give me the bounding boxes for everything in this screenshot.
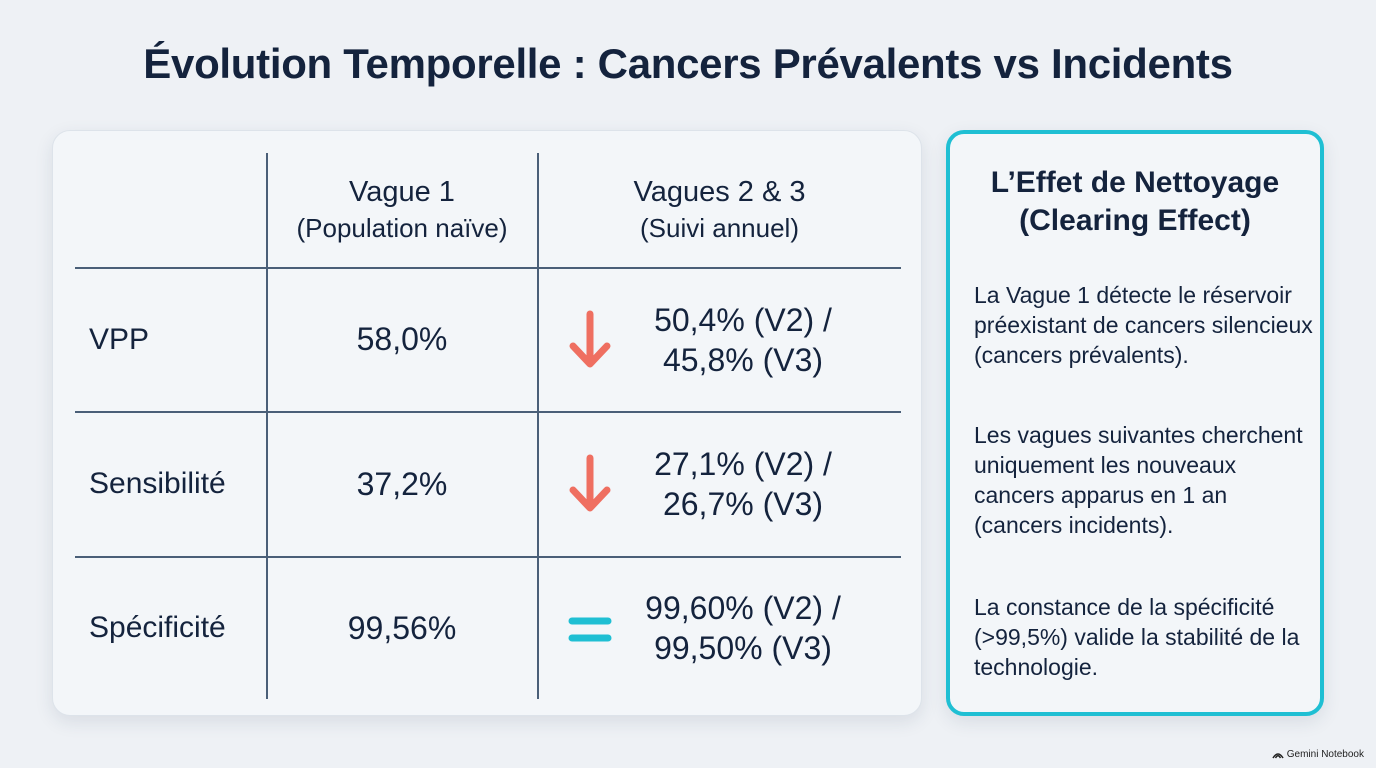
row-sensitivity-wave23-line2: 26,7% (V3): [662, 486, 824, 522]
table-divider: [75, 556, 901, 558]
table-divider: [75, 411, 901, 413]
page-title: Évolution Temporelle : Cancers Prévalent…: [143, 40, 1233, 87]
row-vpp-wave23-line2: 45,8% (V3): [662, 341, 824, 378]
row-specificity-wave1: 99,56%: [347, 609, 457, 646]
panel-title: L’Effet de Nettoyage (Clearing Effect): [950, 164, 1320, 240]
row-label-specificity: Spécificité: [89, 611, 226, 644]
row-label-sensitivity: Sensibilité: [89, 467, 226, 500]
brand-label: Gemini Notebook: [1286, 749, 1364, 760]
down-arrow-icon: [569, 310, 611, 368]
row-specificity-wave23: 99,60% (V2) / 99,50% (V3): [623, 557, 863, 699]
row-label-vpp: VPP: [89, 322, 150, 356]
row-specificity-wave23-line1: 99,60% (V2) /: [645, 590, 841, 626]
panel-title-line1: L’Effet de Nettoyage: [990, 166, 1280, 199]
header-wave1-subtitle: (Population naïve): [296, 213, 508, 243]
down-arrow-icon: [569, 454, 611, 512]
comparison-table: Vague 1 (Population naïve) Vagues 2 & 3 …: [52, 130, 922, 716]
table-divider: [75, 267, 901, 269]
row-sensitivity-wave23-line1: 27,1% (V2) /: [654, 446, 832, 482]
table-divider: [537, 153, 539, 699]
row-vpp-wave1: 58,0%: [356, 321, 448, 357]
row-vpp-wave23: 50,4% (V2) / 45,8% (V3): [623, 268, 863, 411]
header-wave23-title: Vagues 2 & 3: [633, 176, 806, 208]
table-divider: [266, 153, 268, 699]
equals-icon: [568, 617, 612, 642]
header-wave1-title: Vague 1: [349, 176, 455, 208]
row-specificity-wave23-line2: 99,50% (V3): [654, 630, 832, 666]
header-wave23-subtitle: (Suivi annuel): [640, 213, 799, 243]
row-sensitivity-wave1: 37,2%: [356, 465, 448, 502]
clearing-effect-panel: L’Effet de Nettoyage (Clearing Effect) L…: [946, 130, 1324, 716]
brand-watermark: Gemini Notebook: [1272, 749, 1364, 760]
header-wave1: Vague 1 (Population naïve): [267, 153, 537, 267]
panel-paragraph-3: La constance de la spécificité (>99,5%) …: [974, 594, 1300, 680]
row-vpp-wave23-line1: 50,4% (V2) /: [654, 301, 832, 338]
row-sensitivity-wave23: 27,1% (V2) / 26,7% (V3): [623, 412, 863, 556]
notebook-logo-icon: [1272, 753, 1284, 759]
panel-paragraph-1: La Vague 1 détecte le réservoir préexist…: [974, 282, 1313, 368]
panel-title-line2: (Clearing Effect): [1019, 204, 1251, 237]
header-wave23: Vagues 2 & 3 (Suivi annuel): [538, 153, 901, 267]
panel-paragraph-2: Les vagues suivantes cherchent uniquemen…: [974, 422, 1303, 538]
